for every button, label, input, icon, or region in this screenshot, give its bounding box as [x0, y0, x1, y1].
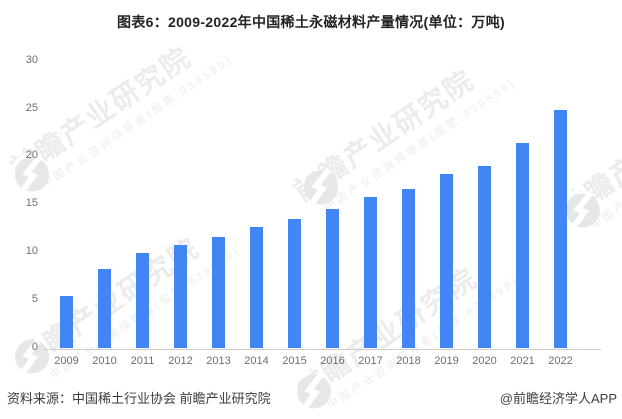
bar-2011: [136, 252, 149, 349]
bar-2020: [478, 165, 491, 349]
x-tick-label: 2011: [130, 354, 155, 367]
bar-2019: [440, 173, 453, 349]
bar-2013: [212, 236, 225, 349]
bar-2018: [402, 188, 415, 349]
x-tick-label: 2019: [434, 354, 459, 367]
y-tick-label: 30: [25, 53, 38, 66]
credit-text: @前瞻经济学人APP: [499, 391, 617, 406]
x-tick-label: 2021: [510, 354, 535, 367]
x-tick-label: 2017: [358, 354, 383, 367]
x-tick-label: 2022: [548, 354, 573, 367]
y-tick-label: 20: [25, 149, 38, 162]
bar-2021: [516, 142, 529, 349]
x-tick-label: 2018: [396, 354, 421, 367]
bar-2017: [364, 197, 377, 349]
bar-2014: [250, 227, 263, 349]
y-tick-label: 10: [25, 244, 38, 257]
bar-2015: [288, 219, 301, 349]
x-tick-label: 2015: [282, 354, 307, 367]
y-tick-label: 25: [25, 101, 38, 114]
x-tick-label: 2016: [320, 354, 345, 367]
bar-2022: [554, 110, 567, 349]
bar-2010: [98, 269, 111, 349]
y-tick-label: 5: [31, 292, 38, 305]
x-tick-label: 2014: [244, 354, 269, 367]
chart-title: 图表6：2009-2022年中国稀土永磁材料产量情况(单位：万吨): [117, 14, 505, 30]
x-tick-label: 2009: [54, 354, 79, 367]
x-tick-label: 2012: [168, 354, 193, 367]
x-axis-line: [44, 348, 601, 350]
bar-2012: [174, 245, 187, 349]
x-tick-label: 2020: [472, 354, 497, 367]
source-footer: 资料来源：中国稀土行业协会 前瞻产业研究院 @前瞻经济学人APP: [0, 386, 622, 406]
data-source-text: 资料来源：中国稀土行业协会 前瞻产业研究院: [7, 391, 271, 406]
bar-2016: [326, 208, 339, 349]
x-tick-label: 2013: [206, 354, 231, 367]
y-tick-label: 15: [25, 197, 38, 210]
bar-2009: [60, 295, 73, 349]
x-tick-label: 2010: [92, 354, 117, 367]
y-tick-label: 0: [31, 340, 38, 353]
